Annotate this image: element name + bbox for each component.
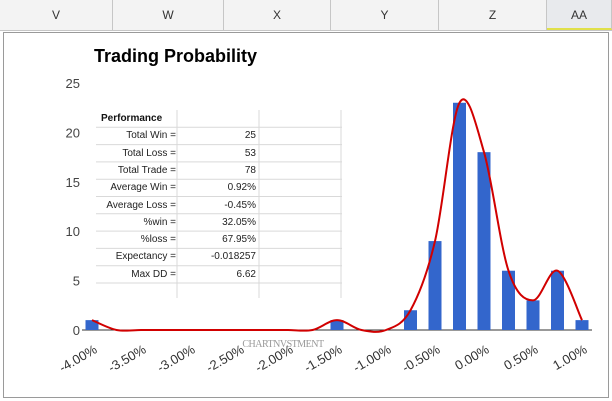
x-tick-label: -1.00% bbox=[350, 341, 394, 375]
column-header-row: V W X Y Z AA bbox=[0, 0, 612, 31]
x-tick-label: -4.00% bbox=[56, 341, 100, 375]
performance-label: Max DD = bbox=[131, 268, 176, 280]
chart-canvas: Trading Probability 0 5 10 15 20 25 -4.00% -3.50… bbox=[56, 46, 592, 375]
embedded-chart[interactable]: Trading Probability 0 5 10 15 20 25 -4.00% -3.50… bbox=[3, 32, 609, 398]
performance-value: 53 bbox=[244, 147, 256, 159]
performance-label: Total Win = bbox=[126, 130, 176, 142]
bar--1.50% bbox=[330, 320, 344, 330]
column-header-w[interactable]: W bbox=[113, 0, 224, 30]
performance-title: Performance bbox=[101, 113, 163, 124]
x-tick-label: 1.00% bbox=[550, 341, 590, 373]
performance-table: Performance Total Win = 25 Total Loss = 53 To… bbox=[96, 110, 342, 298]
bar-0.00% bbox=[477, 152, 491, 330]
y-tick-label: 0 bbox=[73, 323, 80, 338]
x-tick-label: 0.00% bbox=[452, 341, 492, 373]
x-tick-label: -3.50% bbox=[105, 341, 149, 375]
bar--0.25% bbox=[453, 102, 466, 330]
y-tick-label: 5 bbox=[73, 274, 80, 289]
y-tick-label: 25 bbox=[66, 76, 80, 91]
performance-label: Expectancy = bbox=[115, 251, 176, 263]
watermark-text: CHARTNVSTMENT bbox=[242, 339, 324, 350]
bar-0.75% bbox=[551, 270, 564, 330]
performance-label: Total Trade = bbox=[117, 164, 176, 176]
performance-label: Average Loss = bbox=[106, 199, 176, 211]
x-tick-label: -2.50% bbox=[203, 341, 247, 375]
chart-title: Trading Probability bbox=[94, 46, 257, 66]
y-tick-label: 15 bbox=[66, 175, 80, 190]
performance-value: -0.45% bbox=[224, 199, 256, 211]
x-tick-label: 0.50% bbox=[501, 341, 541, 373]
bar-0.25% bbox=[502, 270, 515, 330]
bar-1.00% bbox=[575, 320, 589, 330]
performance-label: Total Loss = bbox=[122, 147, 176, 159]
column-header-z[interactable]: Z bbox=[439, 0, 547, 30]
performance-value: 67.95% bbox=[222, 234, 256, 246]
column-header-aa[interactable]: AA bbox=[547, 0, 612, 30]
performance-value: -0.018257 bbox=[210, 251, 256, 263]
y-tick-label: 10 bbox=[66, 224, 80, 239]
bar-0.50% bbox=[526, 300, 540, 330]
column-header-x[interactable]: X bbox=[224, 0, 331, 30]
performance-value: 25 bbox=[244, 130, 256, 142]
performance-label: %loss = bbox=[140, 234, 176, 246]
performance-label: %win = bbox=[143, 216, 176, 228]
performance-label: Average Win = bbox=[110, 182, 176, 194]
performance-value: 6.62 bbox=[236, 268, 256, 280]
performance-value: 78 bbox=[244, 164, 256, 176]
bar--4.00% bbox=[85, 320, 99, 330]
x-tick-label: -3.00% bbox=[154, 341, 198, 375]
trend-curve bbox=[91, 98, 583, 333]
performance-grid-lines bbox=[96, 110, 342, 298]
column-header-y[interactable]: Y bbox=[331, 0, 439, 30]
bar--0.50% bbox=[428, 241, 442, 330]
performance-value: 32.05% bbox=[222, 216, 256, 228]
y-tick-label: 20 bbox=[66, 125, 80, 140]
column-header-v[interactable]: V bbox=[0, 0, 113, 30]
performance-value: 0.92% bbox=[227, 182, 256, 194]
x-tick-label: -0.50% bbox=[399, 341, 443, 375]
bar--0.75% bbox=[404, 310, 417, 330]
